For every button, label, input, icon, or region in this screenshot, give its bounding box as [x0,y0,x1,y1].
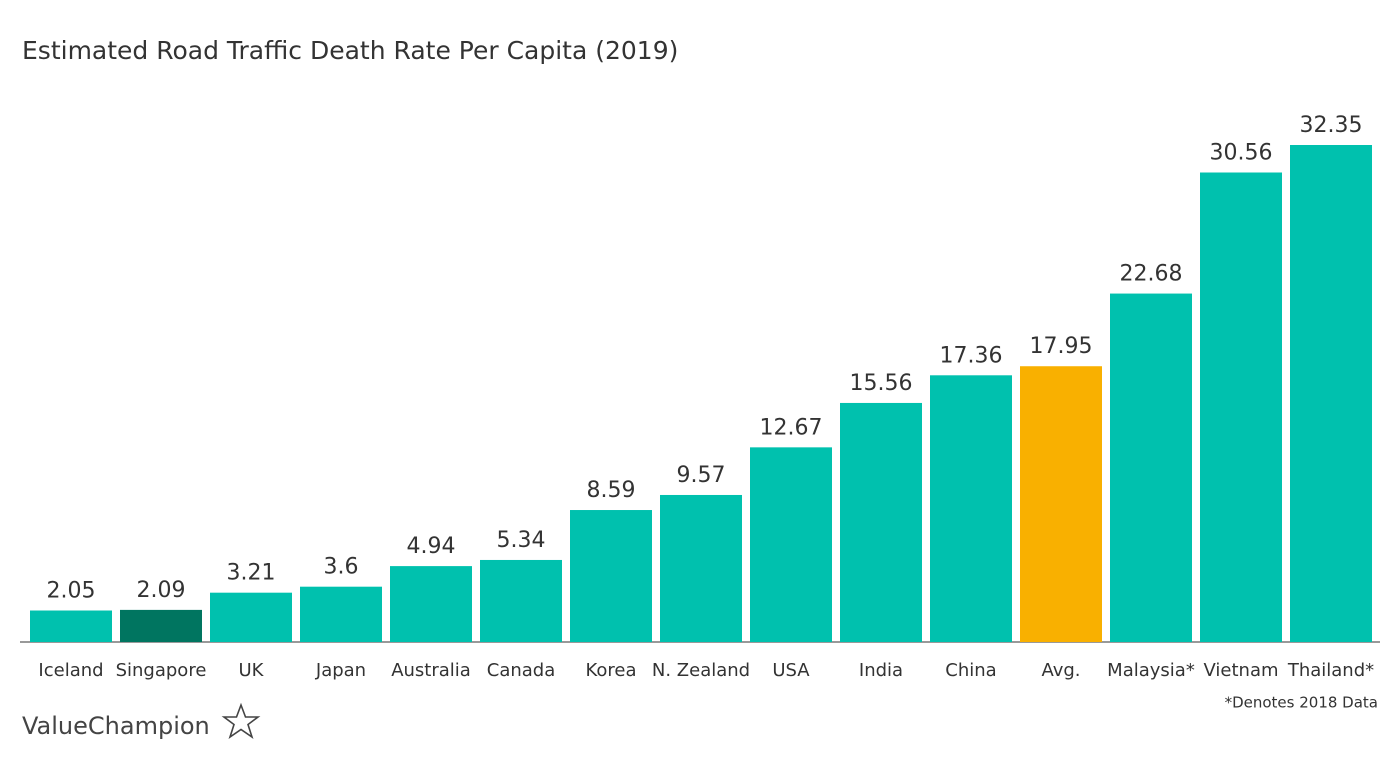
bar [390,566,472,642]
bar [210,592,292,642]
value-label: 17.95 [1030,334,1093,359]
x-tick-label: N. Zealand [652,660,750,681]
x-tick-label: Avg. [1041,660,1080,681]
x-tick-label: Korea [585,660,636,681]
value-label: 32.35 [1300,113,1363,138]
footnote: *Denotes 2018 Data [1225,694,1378,712]
x-tick-label: Japan [315,660,366,681]
x-tick-label: Australia [391,660,471,681]
bar [840,402,922,642]
x-tick-label: Singapore [116,660,207,681]
value-label: 15.56 [850,371,913,396]
value-label: 5.34 [497,528,546,553]
x-tick-label: USA [772,660,810,681]
bar [930,375,1012,642]
value-label: 2.09 [137,578,186,603]
value-label: 4.94 [407,534,456,559]
value-label: 8.59 [587,478,636,503]
value-label: 22.68 [1120,262,1183,287]
value-label: 3.21 [227,561,276,586]
bar [480,559,562,642]
bar [300,586,382,642]
x-tick-label: Thailand* [1287,660,1374,681]
value-label: 9.57 [677,463,726,488]
value-label: 2.05 [47,579,96,604]
chart-title: Estimated Road Traffic Death Rate Per Ca… [22,36,678,65]
x-tick-label: Vietnam [1203,660,1278,681]
bar [1110,293,1192,642]
bar [30,610,112,642]
x-tick-label: Iceland [38,660,103,681]
x-tick-label: India [859,660,903,681]
x-tick-label: Malaysia* [1107,660,1195,681]
x-tick-label: Canada [487,660,556,681]
value-label: 17.36 [940,343,1003,368]
value-label: 30.56 [1210,141,1273,166]
bar [120,609,202,642]
value-label: 12.67 [760,415,823,440]
x-tick-label: UK [239,660,265,681]
value-label: 3.6 [324,555,359,580]
bar [1200,172,1282,642]
bar [570,510,652,642]
logo-star [221,702,261,739]
bar [1290,145,1372,642]
logo: ValueChampion [22,712,210,740]
bar [750,447,832,642]
bar [660,494,742,642]
x-tick-label: China [945,660,996,681]
bar [1020,366,1102,642]
